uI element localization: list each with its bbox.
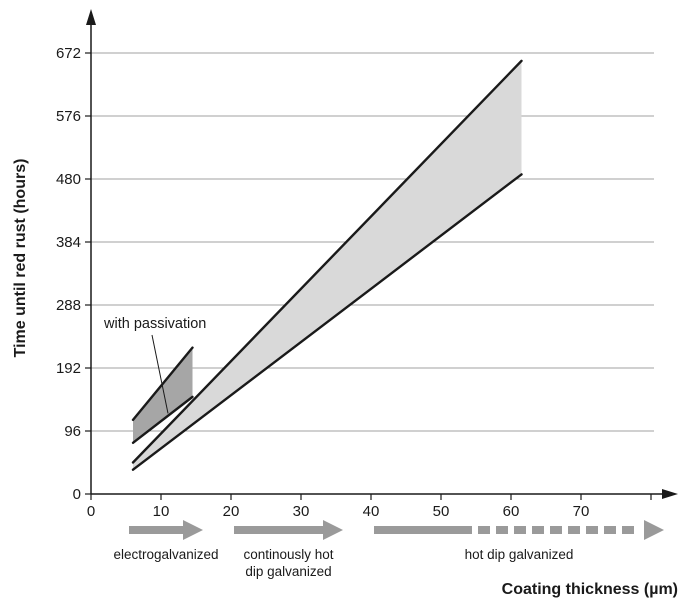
- process-arrow-dash: [568, 526, 580, 534]
- process-arrow-dash: [532, 526, 544, 534]
- process-arrow-dash: [586, 526, 598, 534]
- x-tick-label: 0: [87, 503, 95, 520]
- process-arrow-dash: [604, 526, 616, 534]
- band-area-2: [133, 347, 193, 443]
- x-tick-label: 20: [223, 503, 240, 520]
- y-axis-arrowhead: [86, 9, 96, 25]
- y-tick-label: 384: [56, 234, 81, 251]
- band-lower-line-1: [131, 173, 523, 471]
- process-arrow-head: [183, 520, 203, 540]
- y-axis-title: Time until red rust (hours): [12, 159, 29, 358]
- tick-layer: 0 96 192 288 384 480 576 672 0 10 20 30 40 50 60 70: [56, 45, 652, 520]
- process-arrow-dash: [514, 526, 526, 534]
- process-arrows: electrogalvanized continously hot dip galv…: [113, 520, 664, 579]
- process-arrow-shaft: [234, 526, 323, 534]
- band-area-1: [133, 60, 522, 470]
- y-tick-label: 576: [56, 108, 81, 125]
- y-tick-label: 480: [56, 171, 81, 188]
- band-upper-line-1: [131, 59, 523, 464]
- annotation: with passivation: [103, 316, 206, 414]
- process-label: dip galvanized: [245, 564, 331, 579]
- axis-layer: [86, 9, 678, 499]
- x-tick-label: 10: [153, 503, 170, 520]
- x-tick-label: 50: [433, 503, 450, 520]
- band-layer: [131, 59, 523, 471]
- y-tick-label: 288: [56, 297, 81, 314]
- x-tick-label: 70: [573, 503, 590, 520]
- process-arrow-shaft: [374, 526, 472, 534]
- process-label: hot dip galvanized: [465, 547, 574, 562]
- y-tick-label: 672: [56, 45, 81, 62]
- y-tick-label: 192: [56, 360, 81, 377]
- x-tick-label: 60: [503, 503, 520, 520]
- process-arrow-shaft: [129, 526, 183, 534]
- band-lower-line-2: [131, 395, 194, 445]
- process-arrow-dash: [622, 526, 634, 534]
- band-upper-line-2: [131, 346, 194, 422]
- process-arrow-dash: [478, 526, 490, 534]
- process-arrow-head: [644, 520, 664, 540]
- y-tick-label: 96: [64, 423, 81, 440]
- process-arrow-dash: [496, 526, 508, 534]
- y-tick-label: 0: [73, 486, 81, 503]
- annotation-leader-line: [151, 334, 169, 414]
- x-axis-title: Coating thickness (µm): [502, 581, 678, 598]
- x-tick-label: 30: [293, 503, 310, 520]
- process-label: continously hot: [243, 547, 333, 562]
- process-label: electrogalvanized: [113, 547, 218, 562]
- process-arrow-dash: [550, 526, 562, 534]
- x-tick-label: 40: [363, 503, 380, 520]
- annotation-text: with passivation: [103, 316, 206, 332]
- x-axis-arrowhead: [662, 489, 678, 499]
- process-arrow-head: [323, 520, 343, 540]
